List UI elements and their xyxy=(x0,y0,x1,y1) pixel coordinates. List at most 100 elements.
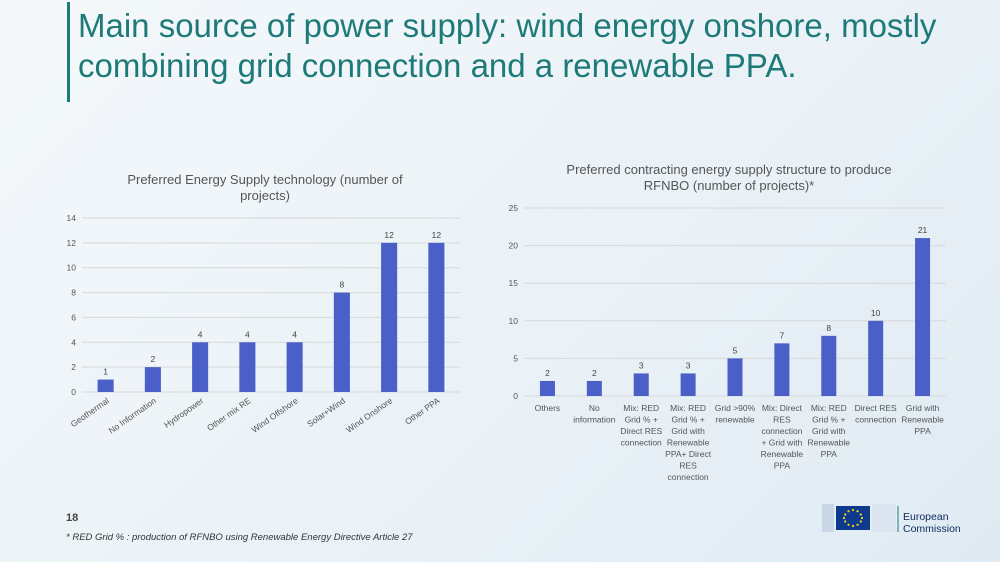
data-label: 12 xyxy=(384,230,394,240)
x-category-label: connection xyxy=(761,426,802,436)
bar xyxy=(774,343,790,396)
y-tick-label: 2 xyxy=(71,362,76,372)
footnote: * RED Grid % : production of RFNBO using… xyxy=(66,532,413,543)
slide-number: 18 xyxy=(66,512,79,524)
y-tick-label: 10 xyxy=(509,316,519,326)
bar xyxy=(381,242,398,392)
data-label: 7 xyxy=(780,330,785,340)
x-category-label: Other mix RE xyxy=(205,395,253,433)
x-category-label: + Grid with xyxy=(761,438,802,448)
x-category-label: Grid >90% xyxy=(715,403,756,413)
x-category-label: Direct RES xyxy=(620,426,662,436)
bar xyxy=(192,342,209,392)
data-label: 5 xyxy=(733,345,738,355)
data-label: 2 xyxy=(592,368,597,378)
data-label: 3 xyxy=(686,360,691,370)
chart-title-line: RFNBO (number of projects)* xyxy=(644,178,815,193)
x-category-label: Mix: RED xyxy=(623,403,659,413)
x-category-label: connection xyxy=(621,438,662,448)
data-label: 3 xyxy=(639,360,644,370)
x-category-label: No xyxy=(589,403,600,413)
data-label: 12 xyxy=(432,230,442,240)
chart-title-line: Preferred Energy Supply technology (numb… xyxy=(127,172,403,187)
x-category-label: No Information xyxy=(107,395,159,435)
bar xyxy=(539,380,555,396)
x-category-label: renewable xyxy=(715,415,754,425)
x-category-label: Mix: Direct xyxy=(762,403,803,413)
x-category-label: PPA xyxy=(914,426,931,436)
chart-title-line: projects) xyxy=(240,188,290,203)
bar xyxy=(97,379,114,392)
x-category-label: Mix: RED xyxy=(811,403,847,413)
x-category-label: Renewable xyxy=(901,415,944,425)
logo-text-line2: Commission xyxy=(903,523,961,535)
chart-energy-supply-technology: Preferred Energy Supply technology (numb… xyxy=(67,172,460,436)
data-label: 1 xyxy=(103,367,108,377)
x-category-label: Mix: RED xyxy=(670,403,706,413)
slide-title: Main source of power supply: wind energy… xyxy=(78,7,937,84)
bar xyxy=(868,320,884,396)
y-tick-label: 20 xyxy=(509,241,519,251)
x-category-label: Others xyxy=(535,403,561,413)
x-category-label: information xyxy=(573,415,615,425)
x-category-label: Grid % + xyxy=(625,415,658,425)
data-label: 8 xyxy=(826,323,831,333)
x-category-label: Geothermal xyxy=(69,395,111,429)
logo-building-shape xyxy=(822,504,834,532)
x-category-label: Wind Offshore xyxy=(250,395,300,434)
x-category-label: Hydropower xyxy=(162,395,205,430)
x-category-label: PPA xyxy=(821,449,838,459)
bar xyxy=(586,380,602,396)
y-tick-label: 15 xyxy=(509,278,519,288)
chart-contracting-structure: Preferred contracting energy supply stru… xyxy=(509,162,946,482)
data-label: 2 xyxy=(151,354,156,364)
bar xyxy=(915,238,931,396)
bar xyxy=(428,242,445,392)
x-category-label: RES xyxy=(773,415,791,425)
data-label: 2 xyxy=(545,368,550,378)
eu-stars-icon xyxy=(842,508,864,528)
bar xyxy=(821,335,837,396)
data-label: 21 xyxy=(918,225,928,235)
x-category-label: Renewable xyxy=(808,438,851,448)
x-category-label: Wind Onshore xyxy=(344,395,394,435)
logo-text-line1: European xyxy=(903,511,949,523)
x-category-label: connection xyxy=(668,472,709,482)
y-tick-label: 10 xyxy=(67,263,77,273)
y-tick-label: 0 xyxy=(513,391,518,401)
chart-title-line: Preferred contracting energy supply stru… xyxy=(566,162,891,177)
y-tick-label: 5 xyxy=(513,353,518,363)
x-category-label: Grid with xyxy=(671,426,705,436)
x-category-label: Grid with xyxy=(812,426,846,436)
y-tick-label: 0 xyxy=(71,387,76,397)
y-tick-label: 4 xyxy=(71,337,76,347)
x-category-label: connection xyxy=(855,415,896,425)
y-tick-label: 12 xyxy=(67,238,77,248)
data-label: 4 xyxy=(198,329,203,339)
title-accent-bar xyxy=(67,2,70,102)
x-category-label: RES xyxy=(679,461,697,471)
logo-text: European Commission xyxy=(903,511,961,535)
bar xyxy=(144,367,161,392)
bar xyxy=(680,373,696,396)
x-category-label: Renewable xyxy=(667,438,710,448)
y-tick-label: 6 xyxy=(71,312,76,322)
bar xyxy=(333,292,350,392)
y-tick-label: 8 xyxy=(71,288,76,298)
x-category-label: Renewable xyxy=(761,449,804,459)
bar xyxy=(727,358,743,396)
logo-building-shape-right xyxy=(872,504,896,532)
x-category-label: Solar+Wind xyxy=(305,395,347,429)
x-category-label: Grid with xyxy=(906,403,940,413)
x-category-label: PPA xyxy=(774,461,791,471)
data-label: 8 xyxy=(340,280,345,290)
bar xyxy=(286,342,303,392)
data-label: 10 xyxy=(871,308,881,318)
x-category-label: Grid % + xyxy=(812,415,845,425)
bar xyxy=(633,373,649,396)
european-commission-logo xyxy=(822,504,899,532)
x-category-label: PPA+ Direct xyxy=(665,449,712,459)
bar xyxy=(239,342,256,392)
data-label: 4 xyxy=(292,329,297,339)
